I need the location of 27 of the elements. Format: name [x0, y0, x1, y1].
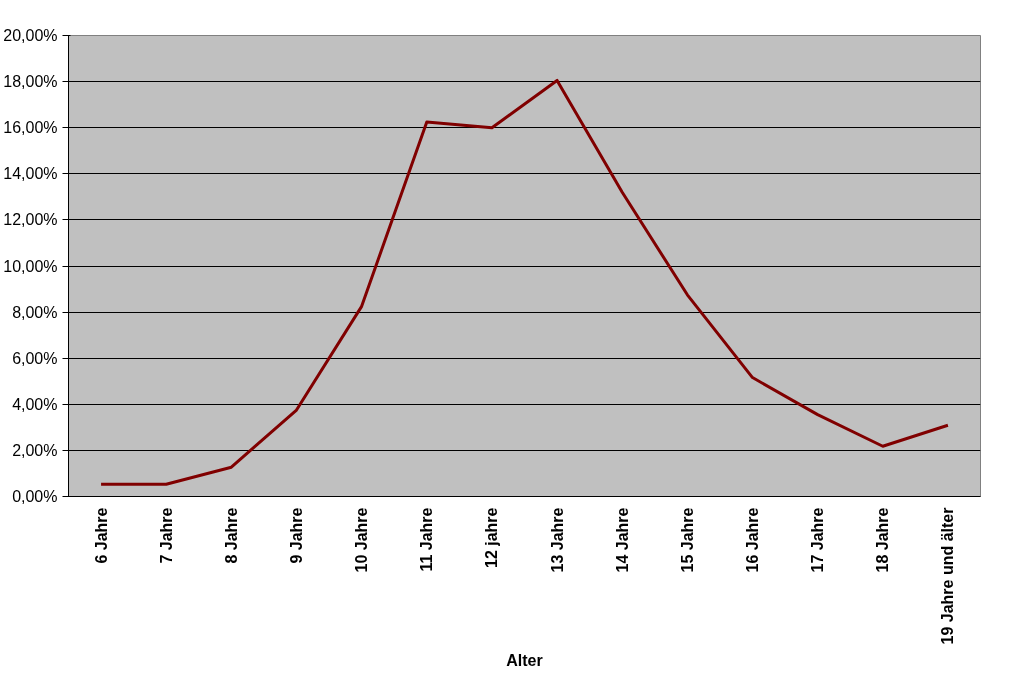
x-tick-label: 17 Jahre	[809, 507, 827, 573]
line-series	[99, 78, 950, 486]
x-tick-label: 10 Jahre	[353, 507, 371, 573]
y-tick-label: 12,00%	[3, 211, 58, 229]
x-tick-label: 11 Jahre	[418, 507, 436, 572]
y-tick-label: 18,00%	[3, 73, 58, 91]
x-tick-label: 19 Jahre und älter	[939, 507, 957, 645]
x-tick-label: 15 Jahre	[678, 507, 696, 573]
y-tick-label: 0,00%	[12, 488, 58, 505]
y-tick-label: 14,00%	[3, 165, 58, 183]
y-tick-label: 8,00%	[12, 303, 58, 321]
x-tick-label: 14 Jahre	[613, 507, 631, 573]
x-tick-label: 13 Jahre	[548, 507, 566, 573]
x-tick-label: 12 jahre	[483, 507, 501, 568]
y-tick-label: 16,00%	[3, 119, 58, 137]
x-tick-label: 8 Jahre	[222, 507, 240, 564]
x-tick-label: 9 Jahre	[288, 507, 305, 564]
y-tick-label: 20,00%	[3, 27, 58, 44]
y-tick-label: 2,00%	[12, 441, 58, 459]
y-tick-label: 4,00%	[12, 395, 58, 413]
y-tick-label: 6,00%	[12, 349, 58, 367]
x-tick-label: 16 Jahre	[744, 507, 761, 573]
x-axis-title: Alter	[506, 652, 543, 670]
x-tick-label: 7 Jahre	[157, 507, 175, 564]
x-tick-label: 18 Jahre	[874, 507, 892, 573]
y-tick-label: 10,00%	[3, 257, 58, 275]
x-tick-label: 6 Jahre	[92, 507, 110, 564]
